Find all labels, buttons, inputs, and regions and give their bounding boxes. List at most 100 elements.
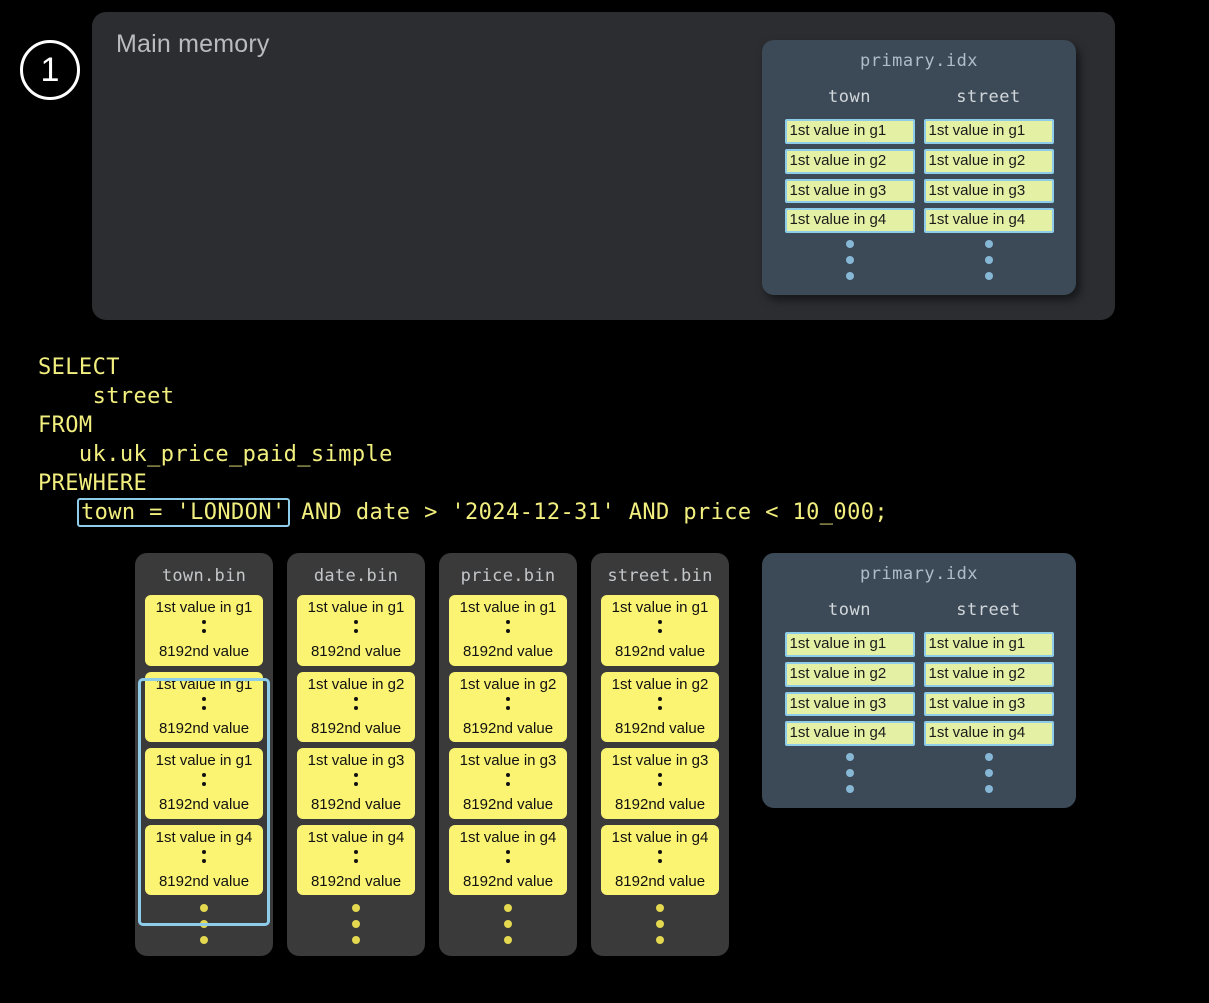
main-memory-title: Main memory <box>116 30 270 58</box>
granule-last-value: 8192nd value <box>310 719 402 737</box>
vertical-ellipsis-icon <box>603 693 717 720</box>
granule: 1st value in g4 8192nd value <box>449 824 567 895</box>
vertical-ellipsis-icon <box>451 769 565 796</box>
granule-last-value: 8192nd value <box>462 872 554 890</box>
vertical-ellipsis-icon <box>145 904 263 944</box>
index-cell: 1st value in g2 <box>923 148 1054 174</box>
vertical-ellipsis-icon <box>297 904 415 944</box>
granule-first-value: 1st value in g3 <box>307 752 405 769</box>
granule-last-value: 8192nd value <box>310 796 402 814</box>
bin-column-price: price.bin 1st value in g1 8192nd value 1… <box>439 553 577 956</box>
index-cell: 1st value in g4 <box>923 721 1054 746</box>
granule: 1st value in g4 8192nd value <box>145 824 263 895</box>
sql-line-prewhere: PREWHERE <box>38 471 148 496</box>
index-cell: 1st value in g2 <box>784 148 915 174</box>
vertical-ellipsis-icon <box>924 753 1054 793</box>
granule: 1st value in g1 8192nd value <box>449 595 567 666</box>
granule-first-value: 1st value in g3 <box>611 752 709 769</box>
granule: 1st value in g1 8192nd value <box>145 595 263 666</box>
granule: 1st value in g3 8192nd value <box>449 748 567 819</box>
vertical-ellipsis-icon <box>451 846 565 873</box>
granule-last-value: 8192nd value <box>310 643 402 661</box>
index-cell: 1st value in g3 <box>923 691 1054 717</box>
granule-last-value: 8192nd value <box>614 796 706 814</box>
vertical-ellipsis-icon <box>603 616 717 643</box>
granule-last-value: 8192nd value <box>158 719 250 737</box>
vertical-ellipsis-icon <box>785 240 915 280</box>
step-number: 1 <box>40 51 60 89</box>
vertical-ellipsis-icon <box>147 846 261 873</box>
primary-index-column-street: street 1st value in g1 1st value in g2 1… <box>923 600 1054 793</box>
column-header: street <box>956 600 1021 620</box>
vertical-ellipsis-icon <box>603 846 717 873</box>
granule-last-value: 8192nd value <box>462 796 554 814</box>
granule: 1st value in g4 8192nd value <box>601 824 719 895</box>
index-cell: 1st value in g4 <box>923 208 1054 233</box>
bin-title: price.bin <box>460 566 556 586</box>
sql-line-from: FROM <box>38 413 93 438</box>
granule-first-value: 1st value in g4 <box>307 828 405 846</box>
index-cell: 1st value in g4 <box>784 721 915 746</box>
granule-first-value: 1st value in g1 <box>155 675 253 693</box>
granule-last-value: 8192nd value <box>158 643 250 661</box>
vertical-ellipsis-icon <box>603 769 717 796</box>
index-cell: 1st value in g1 <box>784 632 915 657</box>
granule-first-value: 1st value in g1 <box>459 599 557 616</box>
vertical-ellipsis-icon <box>147 769 261 796</box>
granule: 1st value in g2 8192nd value <box>601 671 719 742</box>
granule: 1st value in g1 8192nd value <box>145 671 263 742</box>
vertical-ellipsis-icon <box>299 769 413 796</box>
granule-last-value: 8192nd value <box>614 719 706 737</box>
sql-query: SELECT street FROM uk.uk_price_paid_simp… <box>38 353 888 527</box>
primary-index-title: primary.idx <box>859 51 979 71</box>
sql-highlighted-predicate: town = 'LONDON' <box>76 498 290 527</box>
step-badge: 1 <box>20 40 80 100</box>
granule: 1st value in g3 8192nd value <box>601 748 719 819</box>
sql-line-select: SELECT <box>38 355 120 380</box>
primary-index-panel-memory: primary.idx town 1st value in g1 1st val… <box>762 40 1076 295</box>
sql-line-table: uk.uk_price_paid_simple <box>38 442 393 467</box>
index-cell: 1st value in g3 <box>784 691 915 717</box>
bin-title: town.bin <box>161 566 247 586</box>
granule-first-value: 1st value in g2 <box>459 675 557 693</box>
vertical-ellipsis-icon <box>299 693 413 720</box>
granule: 1st value in g2 8192nd value <box>297 671 415 742</box>
bin-body: 1st value in g1 8192nd value 1st value i… <box>135 595 273 944</box>
bin-body: 1st value in g1 8192nd value 1st value i… <box>591 595 729 944</box>
sql-line-prewhere-indent <box>38 500 79 525</box>
granule-last-value: 8192nd value <box>158 872 250 890</box>
granule-first-value: 1st value in g3 <box>459 752 557 769</box>
granule: 1st value in g2 8192nd value <box>449 671 567 742</box>
primary-index-columns: town 1st value in g1 1st value in g2 1st… <box>762 87 1076 280</box>
sql-line-prewhere-rest: AND date > '2024-12-31' AND price < 10_0… <box>287 500 889 525</box>
bin-column-town: town.bin 1st value in g1 8192nd value 1s… <box>135 553 273 956</box>
index-cell: 1st value in g2 <box>784 661 915 687</box>
index-cell: 1st value in g3 <box>784 178 915 204</box>
granule-last-value: 8192nd value <box>462 719 554 737</box>
index-cell: 1st value in g1 <box>923 119 1054 144</box>
primary-index-panel-disk: primary.idx town 1st value in g1 1st val… <box>762 553 1076 808</box>
vertical-ellipsis-icon <box>299 616 413 643</box>
index-cell: 1st value in g2 <box>923 661 1054 687</box>
primary-index-column-town: town 1st value in g1 1st value in g2 1st… <box>784 600 915 793</box>
vertical-ellipsis-icon <box>924 240 1054 280</box>
primary-index-column-town: town 1st value in g1 1st value in g2 1st… <box>784 87 915 280</box>
column-header: town <box>828 87 871 107</box>
index-cell: 1st value in g3 <box>923 178 1054 204</box>
granule: 1st value in g1 8192nd value <box>145 748 263 819</box>
bin-body: 1st value in g1 8192nd value 1st value i… <box>287 595 425 944</box>
granule-first-value: 1st value in g2 <box>611 675 709 693</box>
column-header: street <box>956 87 1021 107</box>
bin-column-street: street.bin 1st value in g1 8192nd value … <box>591 553 729 956</box>
primary-index-column-street: street 1st value in g1 1st value in g2 1… <box>923 87 1054 280</box>
vertical-ellipsis-icon <box>601 904 719 944</box>
bin-body: 1st value in g1 8192nd value 1st value i… <box>439 595 577 944</box>
granule-last-value: 8192nd value <box>462 643 554 661</box>
granule-first-value: 1st value in g4 <box>155 828 253 846</box>
primary-index-columns: town 1st value in g1 1st value in g2 1st… <box>762 600 1076 793</box>
vertical-ellipsis-icon <box>147 693 261 720</box>
vertical-ellipsis-icon <box>147 616 261 643</box>
granule-last-value: 8192nd value <box>158 796 250 814</box>
vertical-ellipsis-icon <box>299 846 413 873</box>
granule: 1st value in g4 8192nd value <box>297 824 415 895</box>
